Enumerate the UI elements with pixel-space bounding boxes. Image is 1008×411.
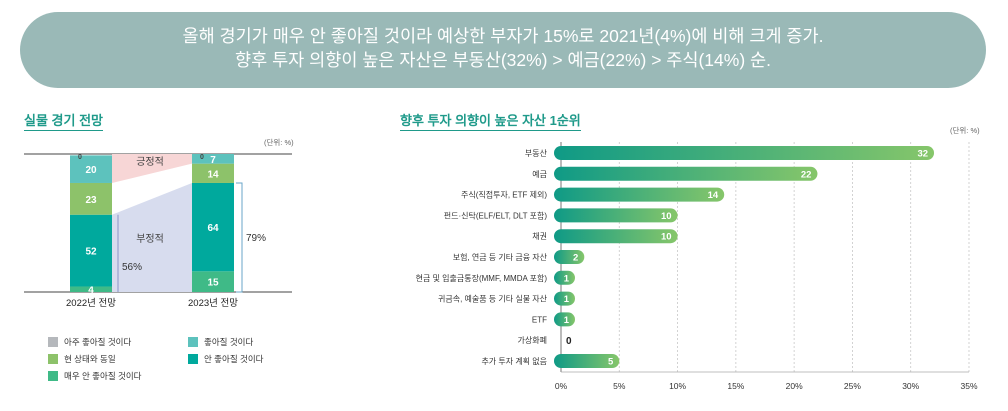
category-label: 주식(직접투자, ETF 제외) — [461, 190, 547, 200]
x-tick-label: 0% — [555, 381, 568, 391]
segment-value-label: 20 — [85, 165, 97, 176]
bar-value-label: 14 — [708, 190, 719, 201]
investment-bar — [554, 250, 585, 264]
category-label: 현금 및 입출금통장(MMF, MMDA 포함) — [416, 273, 548, 283]
stacked-bar-segment — [70, 182, 112, 215]
banner-line-1: 올해 경기가 매우 안 좋아질 것이라 예상한 부자가 15%로 2021년(4… — [182, 26, 824, 46]
x-tick-label: 20% — [786, 381, 803, 391]
legend-item: 매우 안 좋아질 것이다 — [48, 370, 141, 382]
bar-value-label: 10 — [661, 211, 672, 222]
bar-value-label: 1 — [564, 294, 570, 305]
right-chart-title: 향후 투자 의향이 높은 자산 1순위 — [400, 110, 581, 131]
bar-value-label: 5 — [608, 357, 614, 368]
category-label: 펀드·신탁(ELF/ELT, DLT 포함) — [444, 210, 548, 220]
left-chart-title: 실물 경기 전망 — [24, 110, 103, 131]
category-label: 추가 투자 계획 없음 — [481, 356, 547, 366]
legend-swatch — [48, 354, 58, 364]
legend-label: 좋아질 것이다 — [204, 337, 254, 347]
positive-connector — [112, 154, 192, 183]
legend-item: 안 좋아질 것이다 — [188, 353, 263, 365]
bar-value-label: 1 — [564, 315, 570, 326]
summary-banner: 올해 경기가 매우 안 좋아질 것이라 예상한 부자가 15%로 2021년(4… — [20, 12, 986, 88]
segment-value-label: 15 — [207, 278, 219, 289]
investment-bar — [554, 229, 678, 244]
investment-bar — [554, 312, 575, 327]
segment-value-label: 23 — [85, 195, 97, 206]
bar-value-label: 22 — [801, 169, 812, 180]
legend-label: 아주 좋아질 것이다 — [64, 337, 132, 347]
investment-bar — [554, 208, 678, 223]
investment-bar — [554, 146, 935, 160]
banner-line-2: 향후 투자 의향이 높은 자산은 부동산(32%) > 예금(22%) > 주식… — [235, 50, 771, 70]
legend-swatch — [188, 354, 198, 364]
investment-bar — [554, 166, 818, 181]
bar-value-label: 10 — [661, 232, 672, 243]
legend-swatch — [188, 337, 198, 347]
x-tick-label: 5% — [613, 381, 626, 391]
negative-2023-share: 79% — [246, 233, 266, 244]
legend-item: 아주 좋아질 것이다 — [48, 336, 131, 348]
segment-value-label: 64 — [207, 223, 219, 234]
stacked-bar-segment — [192, 182, 234, 272]
right-chart-unit: (단위: %) — [950, 126, 980, 135]
legend-label: 현 상태와 동일 — [64, 354, 116, 364]
stacked-bar-segment — [70, 286, 112, 292]
positive-label: 긍정적 — [136, 156, 164, 168]
x-tick-label: 30% — [902, 381, 919, 391]
bar-value-label: 2 — [573, 253, 578, 264]
segment-value-label: 14 — [207, 169, 219, 180]
category-label: 가상화폐 — [518, 335, 547, 345]
legend-label: 매우 안 좋아질 것이다 — [64, 371, 142, 381]
negative-label: 부정적 — [136, 233, 164, 245]
legend-item: 좋아질 것이다 — [188, 336, 253, 348]
investment-bar — [554, 187, 725, 202]
bar-value-label: 0 — [566, 336, 572, 347]
bar-value-label: 32 — [917, 149, 928, 160]
x-tick-label: 35% — [960, 381, 977, 391]
zero-value-label: 0 — [78, 154, 82, 161]
segment-value-label: 4 — [88, 285, 94, 296]
x-tick-label: 25% — [844, 381, 861, 391]
category-label: 귀금속, 예술품 등 기타 실물 자산 — [438, 294, 548, 304]
stacked-bar-segment — [70, 214, 112, 287]
category-label: 2023년 전망 — [188, 298, 238, 309]
left-chart-unit: (단위: %) — [264, 138, 294, 147]
investment-bar — [554, 354, 620, 368]
legend-swatch — [48, 371, 58, 381]
category-label: 보험, 연금 등 기타 금융 자산 — [453, 252, 548, 262]
bar-value-label: 1 — [564, 273, 570, 284]
segment-value-label: 52 — [85, 247, 97, 258]
investment-bar — [554, 291, 575, 306]
stacked-bar-segment — [192, 154, 234, 164]
category-label: 채권 — [532, 231, 547, 241]
stacked-bar-segment — [192, 271, 234, 292]
negative-connector — [112, 182, 192, 292]
negative-2022-share: 56% — [122, 262, 142, 273]
zero-value-label: 0 — [200, 154, 204, 161]
stacked-bar-segment — [192, 163, 234, 183]
legend-swatch — [48, 337, 58, 347]
category-label: 예금 — [532, 169, 547, 179]
negative-2023-bracket — [236, 182, 243, 293]
segment-value-label: 7 — [210, 155, 216, 166]
x-tick-label: 10% — [669, 381, 686, 391]
category-label: 2022년 전망 — [66, 298, 116, 309]
x-tick-label: 15% — [727, 381, 744, 391]
legend-label: 안 좋아질 것이다 — [204, 354, 264, 364]
category-label: ETF — [532, 315, 547, 324]
investment-bar — [554, 270, 575, 285]
legend-item: 현 상태와 동일 — [48, 353, 116, 365]
category-label: 부동산 — [525, 148, 548, 158]
stacked-bar-segment — [70, 155, 112, 183]
